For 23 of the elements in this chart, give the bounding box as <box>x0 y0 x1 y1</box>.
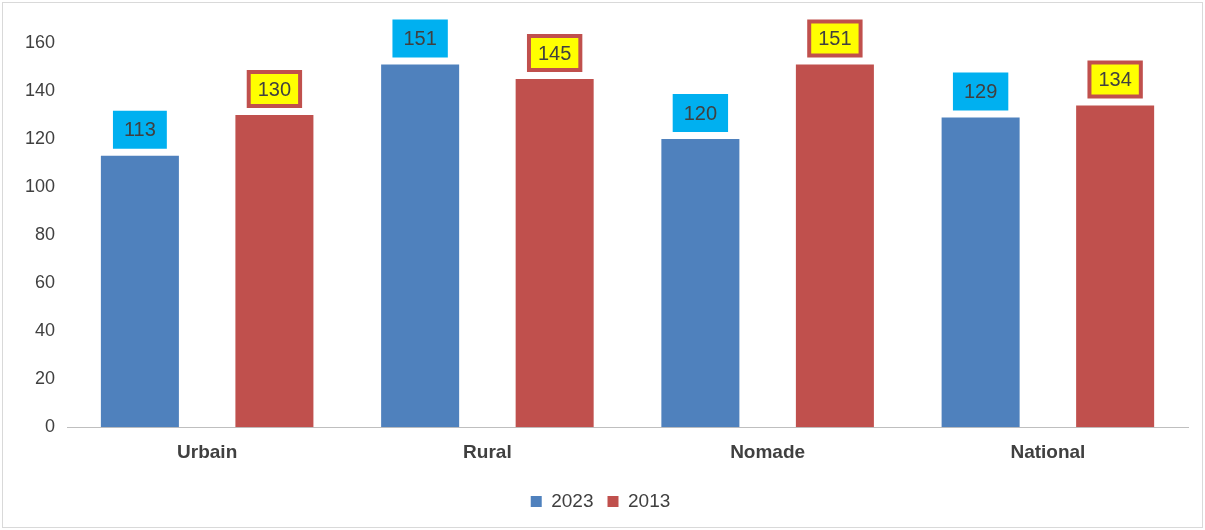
x-tick-label: Nomade <box>730 440 806 462</box>
y-tick-label: 60 <box>35 272 56 293</box>
y-tick-label: 140 <box>24 79 56 100</box>
y-tick-label: 100 <box>24 176 56 197</box>
data-label: 130 <box>257 77 292 100</box>
y-tick-label: 0 <box>45 416 56 437</box>
legend-label: 2013 <box>628 489 671 511</box>
data-label: 129 <box>963 79 998 102</box>
x-tick-label: Rural <box>463 440 512 462</box>
x-tick-label: Urbain <box>177 440 238 462</box>
legend-label: 2023 <box>551 489 594 511</box>
y-tick-label: 20 <box>35 368 56 389</box>
data-label: 145 <box>537 41 572 64</box>
data-label: 113 <box>123 118 156 141</box>
y-tick-label: 40 <box>35 320 56 341</box>
y-tick-label: 80 <box>35 224 56 245</box>
data-label: 120 <box>683 101 718 124</box>
y-tick-label: 160 <box>24 31 56 52</box>
y-tick-label: 120 <box>24 128 56 149</box>
x-tick-label: National <box>1010 440 1086 462</box>
data-label: 134 <box>1098 67 1132 90</box>
data-label: 151 <box>403 27 437 50</box>
data-label: 151 <box>818 27 852 50</box>
